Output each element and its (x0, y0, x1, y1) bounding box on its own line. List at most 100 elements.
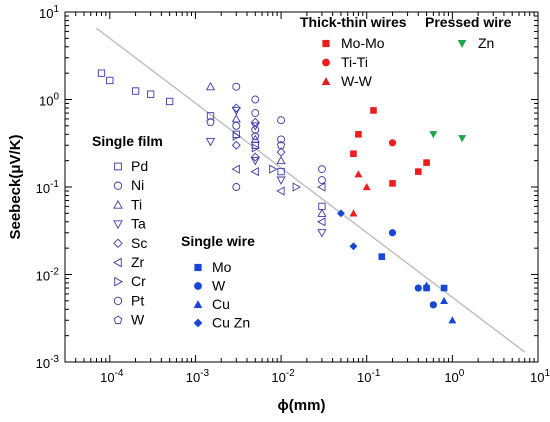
legend-label: Cr (131, 273, 146, 289)
data-point (250, 152, 260, 162)
tick-labels: 10-4 10-3 10-2 10-1 100 101 10-3 10-2 10-1 100 101 (36, 4, 550, 385)
data-point (458, 135, 467, 143)
data-point (292, 182, 301, 192)
data-point (350, 150, 357, 158)
x-tick-label: 10-3 (186, 368, 210, 385)
series-sc (231, 103, 286, 162)
data-point (336, 209, 345, 218)
data-point (317, 165, 326, 174)
legend-marker (113, 296, 123, 306)
legend-pressed-wire: Pressed wire Zn (425, 14, 512, 51)
data-point (276, 155, 286, 165)
data-point (388, 139, 397, 147)
data-point (276, 176, 286, 185)
legends: Single film Pd Ni Ti Ta Sc Zr Cr Pt W Single wire M… (92, 14, 512, 331)
data-point (448, 316, 457, 324)
legend-marker (322, 58, 330, 67)
legend-marker (114, 162, 122, 171)
legend-label: Ti-Ti (341, 54, 368, 70)
data-point (250, 157, 260, 166)
y-tick-label: 101 (39, 4, 59, 21)
data-point (131, 87, 140, 95)
axis-ticks (64, 11, 539, 363)
data-point (440, 296, 449, 305)
data-point (388, 229, 397, 237)
data-point (251, 143, 261, 153)
data-point (317, 217, 326, 227)
legend-label: Ni (131, 177, 144, 193)
data-point (423, 159, 430, 166)
series-zr (231, 164, 326, 227)
legend-marker (113, 199, 123, 209)
legend-marker (194, 282, 202, 290)
data-point (251, 131, 260, 140)
legend-marker (113, 315, 123, 324)
data-point (422, 281, 431, 289)
data-point (317, 182, 326, 192)
data-point (429, 301, 437, 309)
y-tick-label: 10-3 (36, 354, 60, 371)
legend-label: W (212, 278, 226, 294)
data-point (389, 180, 396, 187)
series-cu-zn (336, 209, 358, 251)
legend-label: Cu Zn (212, 315, 250, 331)
data-point (205, 81, 216, 91)
legend-marker (194, 263, 202, 272)
data-point (414, 168, 422, 175)
legend-label: Ti (131, 196, 142, 212)
plot-frame (64, 11, 539, 363)
series-zn (429, 131, 467, 143)
legend-marker (112, 257, 122, 268)
legend-label: Zr (131, 254, 145, 270)
legend-marker (113, 181, 123, 190)
series-w-w (349, 170, 371, 217)
series-ta (205, 106, 327, 238)
y-axis-label: Seebeck(μV/K) (7, 134, 24, 239)
series-ti-ti (388, 139, 397, 147)
data-point (378, 253, 386, 260)
legend-single-film: Single film Pd Ni Ti Ta Sc Zr Cr Pt W (92, 133, 163, 328)
legend-marker (321, 77, 331, 85)
data-point (414, 284, 422, 292)
data-point (146, 90, 155, 98)
x-tick-label: 101 (530, 368, 550, 385)
legend-label: W (131, 312, 145, 328)
legend-thick-thin-wires: Thick-thin wires Mo-Mo Ti-Ti W-W (300, 14, 407, 89)
x-tick-label: 10-4 (100, 368, 124, 385)
legend-title: Thick-thin wires (300, 14, 407, 30)
data-point (429, 131, 438, 139)
legend-marker (113, 238, 123, 249)
data-point (276, 140, 286, 149)
data-point (97, 69, 106, 77)
data-point (232, 183, 241, 191)
data-point (440, 284, 448, 292)
series-ti (205, 81, 327, 217)
x-tick-label: 10-2 (271, 368, 295, 385)
data-point (349, 242, 358, 251)
legend-title: Single film (92, 133, 163, 149)
data-point (277, 135, 286, 144)
legend-label: Mo-Mo (341, 35, 385, 51)
data-point (205, 138, 216, 147)
data-point (354, 170, 363, 178)
data-point (251, 95, 260, 104)
series-w (206, 117, 286, 149)
data-point (231, 114, 241, 123)
data-point (276, 186, 285, 196)
data-point (232, 82, 241, 91)
series-cu (422, 281, 457, 324)
trend-line-layer (96, 27, 526, 353)
legend-marker (114, 276, 124, 287)
x-tick-label: 100 (444, 368, 464, 385)
legend-marker (193, 300, 203, 308)
legend-label: Pt (131, 292, 144, 308)
x-tick-label: 10-1 (357, 368, 381, 385)
legend-label: W-W (341, 73, 373, 89)
x-axis-label: ϕ(mm) (278, 397, 326, 414)
trend-line (96, 27, 526, 353)
legend-marker (193, 318, 203, 328)
data-point (362, 183, 371, 191)
legend-label: Pd (131, 158, 148, 174)
legend-label: Ta (131, 216, 146, 232)
